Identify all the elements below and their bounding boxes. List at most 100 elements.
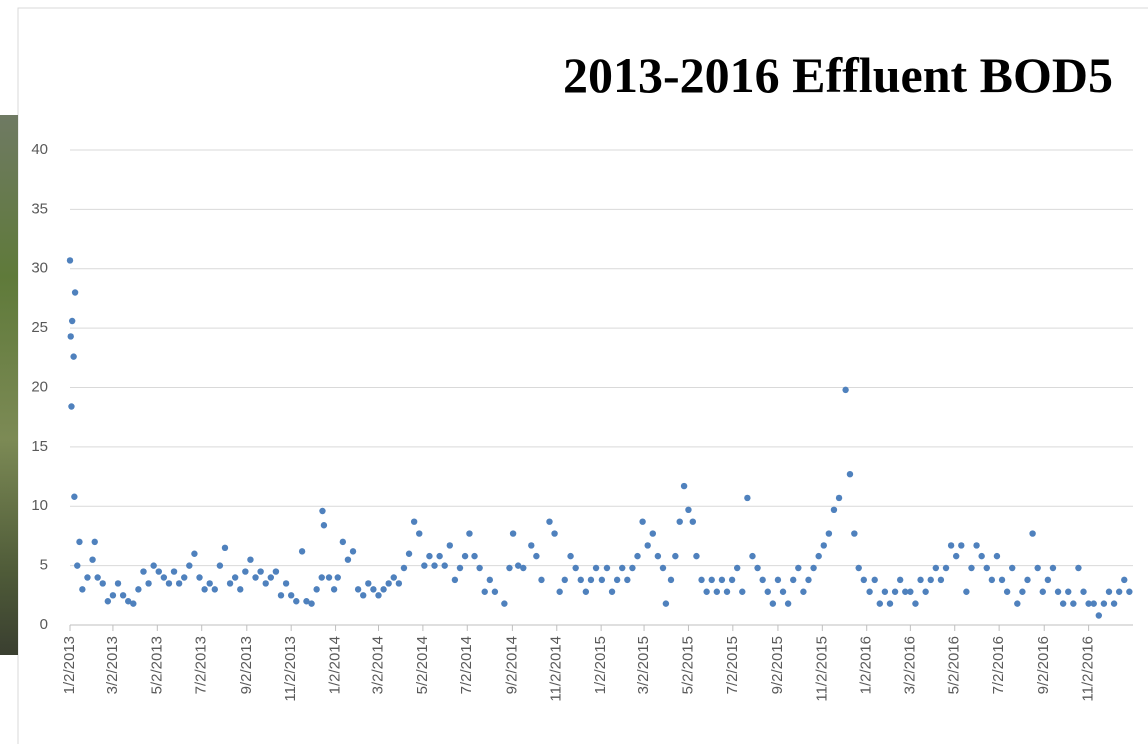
data-point [947,542,955,549]
data-point [252,574,259,581]
data-point [860,576,867,584]
data-point [360,592,367,599]
data-point [416,530,423,537]
data-point [968,564,975,572]
data-point [1121,576,1128,584]
data-point [1003,588,1011,595]
data-point [592,564,600,572]
data-point [613,576,621,584]
y-tick-label: 40 [31,141,48,158]
data-point [431,562,438,569]
data-point [881,588,889,595]
data-point [1049,564,1057,572]
data-point [1019,588,1026,595]
data-point [1105,588,1113,595]
background-photo [0,115,18,655]
data-point [754,564,761,572]
data-point [170,568,178,575]
x-tick-label: 9/2/2015 [769,636,786,694]
data-point [891,588,899,595]
data-point [815,552,822,560]
x-tick-label: 7/2/2015 [724,636,741,694]
data-point [1100,600,1108,607]
data-point [94,574,101,581]
data-point [998,576,1006,584]
data-point [150,562,157,569]
data-point [339,538,347,546]
data-point [446,542,453,549]
data-point [538,576,545,584]
data-point [206,580,213,587]
data-point [978,552,985,560]
data-point [426,552,433,560]
data-point [476,564,483,572]
data-point [886,600,894,607]
data-point [1034,564,1041,572]
data-point [654,552,662,560]
data-point [520,564,527,572]
x-tick-label: 5/2/2014 [414,636,431,694]
x-tick-label: 7/2/2013 [193,636,210,694]
data-point [830,506,838,514]
x-tick-label: 3/2/2013 [104,636,121,694]
data-point [79,586,86,593]
data-point [277,592,285,599]
data-point [659,564,667,572]
data-point [667,576,675,584]
data-point [1070,600,1077,607]
data-point [546,518,553,525]
data-point [713,588,721,595]
data-point [456,564,464,572]
data-point [267,574,275,581]
data-point [509,530,517,537]
data-point [242,568,249,575]
data-point [385,580,392,587]
data-point [1059,600,1067,607]
data-point [1039,588,1046,595]
data-point [237,586,244,593]
data-point [365,580,372,587]
data-point [71,289,79,296]
data-point [672,552,679,560]
data-point [175,580,183,587]
data-point [319,507,326,515]
y-tick-label: 5 [40,557,48,574]
data-point [181,574,188,581]
x-tick-label: 3/2/2014 [369,636,386,694]
data-point [191,550,198,557]
data-point [993,552,1001,560]
data-point [451,576,459,584]
data-point [927,576,934,584]
data-point [67,333,74,340]
chart-title: 2013-2016 Effluent BOD5 [563,47,1113,103]
data-point [582,588,590,595]
y-tick-label: 30 [31,260,48,277]
data-point [790,576,797,584]
data-point [196,574,203,581]
data-point [506,564,513,572]
data-point [693,552,700,560]
data-point [1014,600,1021,607]
data-point [952,552,960,560]
data-point [587,576,595,584]
x-tick-label: 11/2/2014 [548,636,565,702]
data-point [325,574,333,581]
data-point [287,592,295,599]
data-point [104,598,112,605]
data-point [466,530,473,537]
data-point [257,568,264,575]
data-point [902,588,909,595]
data-point [84,574,91,581]
data-point [624,576,631,584]
data-point [262,580,269,587]
x-tick-label: 7/2/2014 [458,636,475,694]
data-point [685,506,692,514]
data-point [942,564,950,572]
y-tick-label: 35 [31,200,48,217]
data-point [556,588,563,595]
data-point [501,600,508,607]
data-point [749,552,756,560]
x-tick-label: 9/2/2014 [503,636,520,694]
data-point [298,548,306,555]
